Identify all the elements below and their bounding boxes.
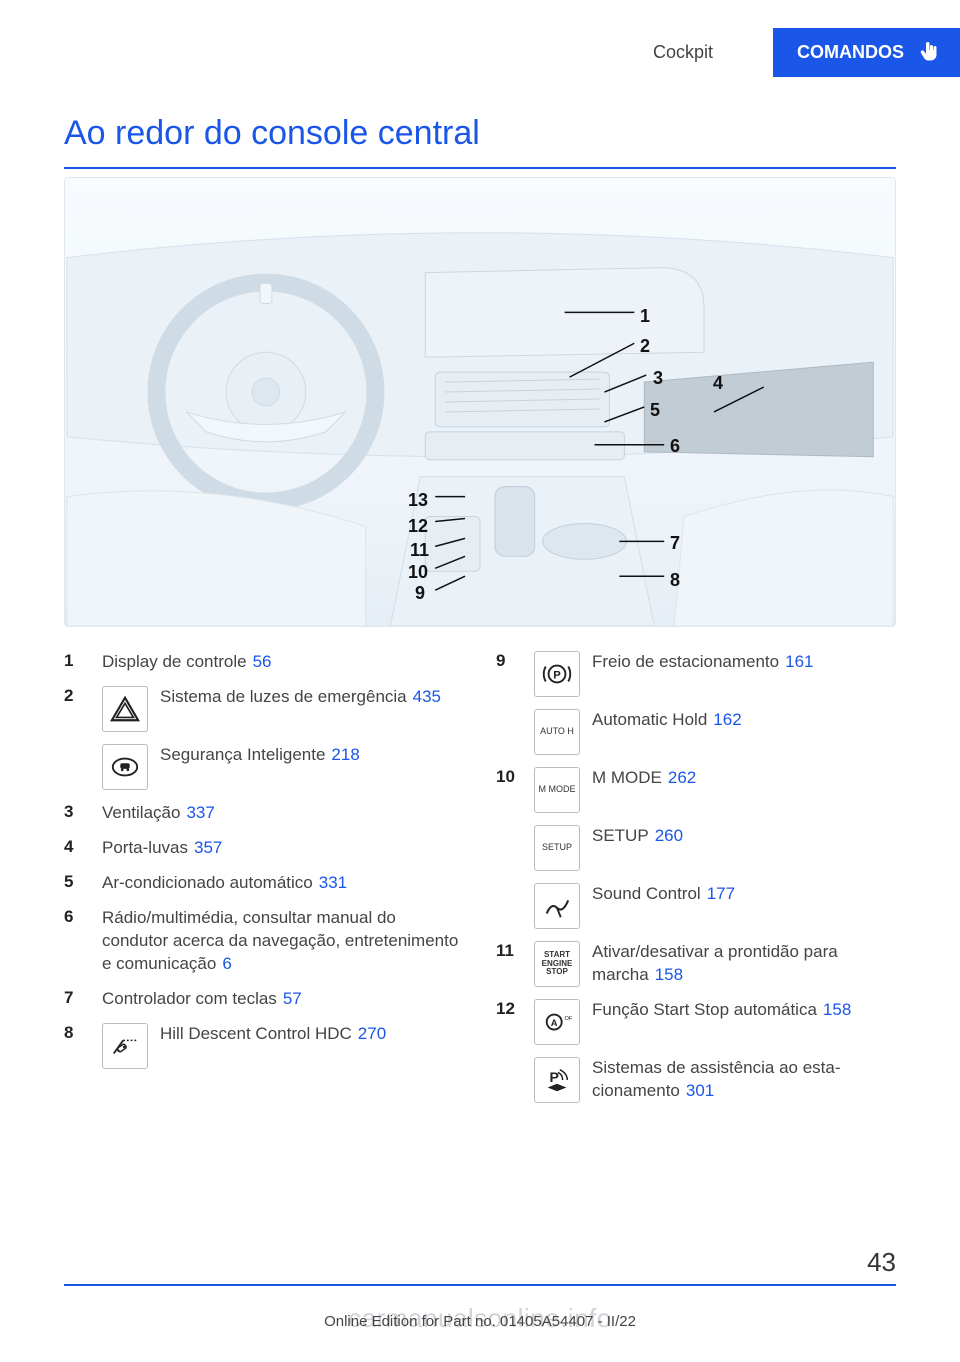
page-ref[interactable]: 260: [655, 826, 683, 845]
page-ref[interactable]: 57: [283, 989, 302, 1008]
callout-3: 3: [653, 368, 663, 389]
page-ref[interactable]: 270: [358, 1024, 386, 1043]
page-ref[interactable]: 161: [785, 652, 813, 671]
legend-text: M MODE262: [592, 767, 696, 790]
dashboard-diagram: 1 2 3 4 5 6 7 8 9 10 11 12 13: [64, 177, 896, 627]
page-ref[interactable]: 158: [655, 965, 683, 984]
hand-cursor-icon: [918, 40, 942, 64]
setup-icon: SETUP: [534, 825, 580, 871]
header-chapter: COMANDOS: [773, 28, 960, 77]
callout-9: 9: [415, 583, 425, 604]
hdc-icon: [102, 1023, 148, 1069]
callout-11: 11: [410, 540, 429, 561]
m-mode-icon: M MODE: [534, 767, 580, 813]
footer-divider: [64, 1284, 896, 1286]
legend-left: 1 Display de controle56 2 Sistema de luz…: [64, 651, 464, 1115]
callout-8: 8: [670, 570, 680, 591]
header-chapter-label: COMANDOS: [797, 42, 904, 62]
edition-line: Online Edition for Part no. 01405A54407 …: [324, 1313, 636, 1330]
num: 1: [64, 651, 90, 671]
page-ref[interactable]: 6: [222, 954, 231, 973]
legend-right: 9 P Freio de estacionamento161 AUTO H Au…: [496, 651, 896, 1115]
legend-text: Sound Control177: [592, 883, 735, 906]
sound-control-icon: [534, 883, 580, 929]
callout-13: 13: [408, 490, 428, 511]
legend-text: Rádio/multimédia, consultar manual do co…: [102, 907, 464, 976]
callout-10: 10: [408, 562, 428, 583]
page-number: 43: [867, 1247, 896, 1278]
svg-text:P: P: [553, 670, 561, 682]
page-ref[interactable]: 435: [413, 687, 441, 706]
legend-text: Ventilação337: [102, 802, 215, 825]
page-header: Cockpit COMANDOS: [64, 24, 896, 80]
legend-text: Automatic Hold162: [592, 709, 742, 732]
num: 8: [64, 1023, 90, 1043]
legend-text: Controlador com teclas57: [102, 988, 302, 1011]
svg-text:A: A: [551, 1018, 558, 1028]
legend-text: Freio de estacionamento161: [592, 651, 813, 674]
callout-6: 6: [670, 436, 680, 457]
callout-5: 5: [650, 400, 660, 421]
callout-1: 1: [640, 306, 650, 327]
num: 5: [64, 872, 90, 892]
svg-text:OFF: OFF: [565, 1016, 573, 1022]
page-ref[interactable]: 158: [823, 1000, 851, 1019]
svg-text:P: P: [550, 1069, 559, 1085]
callout-2: 2: [640, 336, 650, 357]
page-ref[interactable]: 301: [686, 1081, 714, 1100]
header-section: Cockpit: [653, 42, 713, 63]
num: 3: [64, 802, 90, 822]
page-ref[interactable]: 331: [319, 873, 347, 892]
start-stop-icon: START ENGINE STOP: [534, 941, 580, 987]
page-ref[interactable]: 262: [668, 768, 696, 787]
legend-text: Hill Descent Control HDC270: [160, 1023, 386, 1046]
callout-12: 12: [408, 516, 428, 537]
num: 11: [496, 941, 522, 961]
hazard-triangle-icon: [102, 686, 148, 732]
num: 6: [64, 907, 90, 927]
num: 9: [496, 651, 522, 671]
callout-4: 4: [713, 373, 723, 394]
page-ref[interactable]: 357: [194, 838, 222, 857]
page-title: Ao redor do console central: [64, 114, 896, 153]
auto-hold-icon: AUTO H: [534, 709, 580, 755]
num: 12: [496, 999, 522, 1019]
page-ref[interactable]: 162: [713, 710, 741, 729]
parking-brake-icon: P: [534, 651, 580, 697]
page-ref[interactable]: 337: [186, 803, 214, 822]
legend-text: Display de controle56: [102, 651, 272, 674]
divider: [64, 167, 896, 169]
num: 2: [64, 686, 90, 706]
legend-text: SETUP260: [592, 825, 683, 848]
page-ref[interactable]: 218: [331, 745, 359, 764]
auto-start-stop-off-icon: A OFF: [534, 999, 580, 1045]
legend-text: Função Start Stop automá­tica158: [592, 999, 851, 1022]
num: 7: [64, 988, 90, 1008]
intelligent-safety-icon: [102, 744, 148, 790]
park-assist-icon: P: [534, 1057, 580, 1103]
legend-text: Sistemas de assistência ao esta­cionamen…: [592, 1057, 896, 1103]
callout-7: 7: [670, 533, 680, 554]
legend-text: Porta-luvas357: [102, 837, 222, 860]
legend-text: Ativar/desativar a prontidão para marcha…: [592, 941, 896, 987]
num: 10: [496, 767, 522, 787]
legend-text: Ar-condicionado automático331: [102, 872, 347, 895]
legend-text: Segurança Inteligente218: [160, 744, 360, 767]
page-ref[interactable]: 56: [253, 652, 272, 671]
legend-text: Sistema de luzes de emergên­cia435: [160, 686, 441, 709]
num: 4: [64, 837, 90, 857]
dashboard-svg: [65, 178, 895, 626]
page-ref[interactable]: 177: [707, 884, 735, 903]
